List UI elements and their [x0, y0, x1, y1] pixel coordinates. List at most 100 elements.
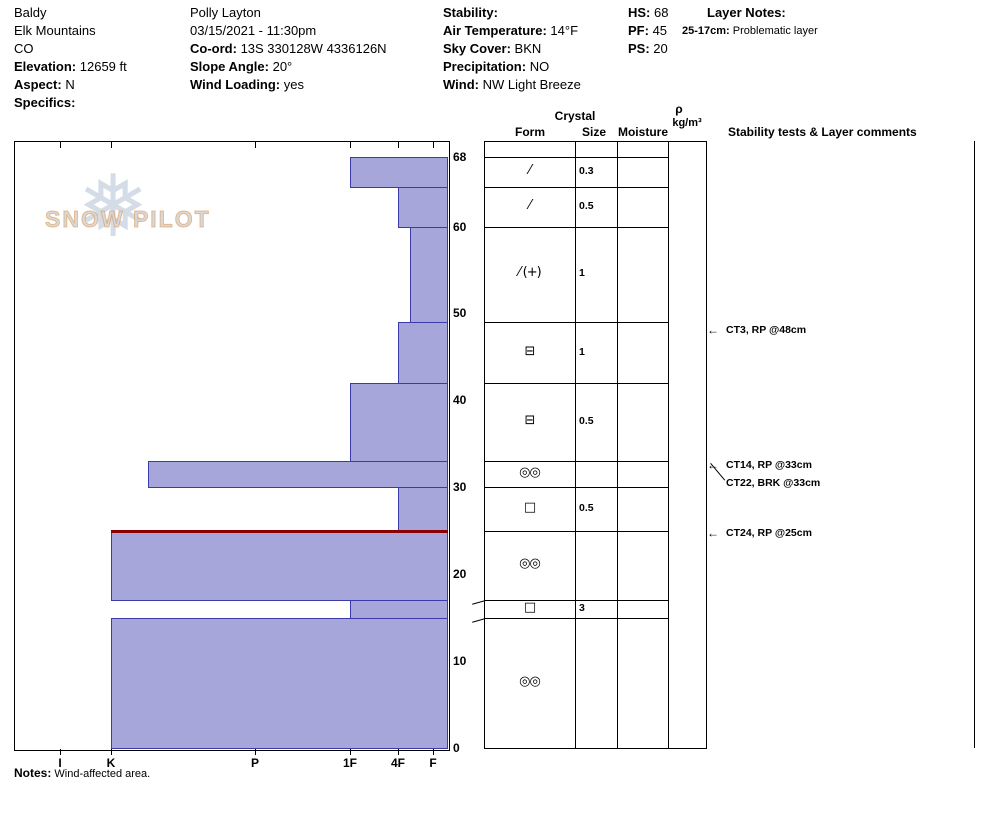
- hs-row: HS: 68: [628, 4, 668, 22]
- stability-test-annotation: CT24, RP @25cm: [726, 526, 812, 539]
- snow-layer-bar: [398, 322, 448, 384]
- crystal-form-symbol: ⁄: [528, 197, 531, 213]
- size-column-header: Size: [581, 125, 606, 139]
- hardness-axis-tick-top: [398, 142, 399, 148]
- elevation-label: Elevation:: [14, 59, 77, 74]
- crystal-table-rowline: [484, 382, 668, 384]
- coord-value: 13S 330128W 4336126N: [240, 41, 387, 56]
- crystal-size-value: 0.5: [579, 199, 594, 212]
- crystal-form-symbol: ◎◎: [519, 556, 541, 572]
- pf-row: PF: 45: [628, 22, 668, 40]
- stability-test-annotation: CT14, RP @33cm: [726, 459, 812, 472]
- layer-notes-label: Layer Notes:: [707, 5, 786, 20]
- crystal-table-vline: [668, 141, 669, 748]
- crystal-table-vline: [706, 141, 707, 748]
- coord-row: Co-ord: 13S 330128W 4336126N: [190, 40, 387, 58]
- snow-layer-bar: [350, 382, 448, 463]
- slope-angle-row: Slope Angle: 20°: [190, 58, 387, 76]
- hs-label: HS:: [628, 5, 651, 20]
- crystal-table-vline: [484, 141, 485, 748]
- mountain-range: Elk Mountains: [14, 23, 96, 38]
- sky-cover-row: Sky Cover: BKN: [443, 40, 581, 58]
- specifics-label: Specifics:: [14, 95, 76, 110]
- elevation-row: Elevation: 12659 ft: [14, 58, 127, 76]
- snow-layer-bar: [111, 617, 448, 749]
- form-column-header: Form: [515, 125, 545, 139]
- hardness-axis-label: 4F: [390, 756, 405, 770]
- stability-row: Stability:: [443, 4, 581, 22]
- crystal-table-rowline: [484, 617, 668, 619]
- snow-layer-bar: [111, 530, 448, 602]
- depth-summary: HS: 68 PF: 45 PS: 20: [628, 4, 668, 58]
- wind-value: NW Light Breeze: [482, 77, 581, 92]
- sky-cover-value: BKN: [514, 41, 542, 56]
- crystal-table-rowline: [484, 461, 668, 463]
- hardness-axis-tick-bottom: [111, 749, 112, 755]
- pit-notes: Notes: Wind-affected area.: [14, 766, 150, 780]
- ps-row: PS: 20: [628, 40, 668, 58]
- layer-note-range: 25-17cm:: [682, 25, 730, 37]
- state: CO: [14, 41, 34, 56]
- ps-value: 20: [653, 41, 668, 56]
- notes-label: Notes:: [14, 766, 52, 780]
- layer-note-row: 25-17cm: Problematic layer: [682, 22, 818, 40]
- wind-loading-row: Wind Loading: yes: [190, 76, 387, 94]
- depth-axis-label: 50: [453, 306, 467, 321]
- air-temp-label: Air Temperature:: [443, 23, 547, 38]
- aspect-row: Aspect: N: [14, 76, 127, 94]
- flagged-layer-line: [111, 529, 448, 533]
- layer-note-text: Problematic layer: [732, 25, 818, 37]
- crystal-size-value: 1: [579, 345, 585, 358]
- crystal-form-symbol: ⁄ (+): [518, 265, 541, 281]
- hardness-axis-tick-bottom: [350, 749, 351, 755]
- snow-layer-bar: [398, 487, 448, 532]
- precip-label: Precipitation:: [443, 59, 527, 74]
- depth-axis-label: 68: [453, 150, 467, 164]
- sky-cover-label: Sky Cover:: [443, 41, 511, 56]
- layer-marker-tick: [472, 617, 485, 623]
- hardness-axis-tick-bottom: [433, 749, 434, 755]
- crystal-table-rowline: [484, 487, 668, 489]
- crystal-table-vline: [617, 141, 618, 748]
- precip-value: NO: [529, 59, 550, 74]
- snow-layer-bar: [350, 600, 448, 619]
- hardness-profile-plot: [14, 141, 450, 751]
- stability-test-annotation: CT22, BRK @33cm: [726, 477, 821, 490]
- pf-value: 45: [652, 23, 668, 38]
- crystal-form-symbol: □: [523, 499, 536, 515]
- slope-angle-value: 20°: [272, 59, 293, 74]
- air-temp-row: Air Temperature: 14°F: [443, 22, 581, 40]
- hardness-axis-label: I: [58, 756, 62, 770]
- ps-label: PS:: [628, 41, 650, 56]
- location-info: Baldy Elk Mountains CO Elevation: 12659 …: [14, 4, 127, 112]
- site-name: Baldy: [14, 5, 47, 20]
- stability-test-annotation: CT3, RP @48cm: [726, 323, 807, 336]
- hardness-axis-label: K: [106, 756, 116, 770]
- crystal-size-value: 0.3: [579, 165, 594, 178]
- wind-loading-label: Wind Loading:: [190, 77, 281, 92]
- density-symbol-header: ρ: [675, 102, 683, 116]
- precip-row: Precipitation: NO: [443, 58, 581, 76]
- crystal-form-symbol: □: [523, 599, 536, 615]
- crystal-table-bottomline: [484, 748, 707, 749]
- depth-axis-label: 20: [453, 567, 467, 582]
- crystal-table-rowline: [484, 600, 668, 602]
- layer-marker-tick: [472, 600, 485, 606]
- moisture-column-header: Moisture: [617, 125, 668, 139]
- hardness-axis-tick-bottom: [398, 749, 399, 755]
- depth-axis-label: 40: [453, 393, 467, 408]
- hardness-axis-tick-top: [433, 142, 434, 148]
- observer-info: Polly Layton 03/15/2021 - 11:30pm Co-ord…: [190, 4, 387, 94]
- pf-label: PF:: [628, 23, 649, 38]
- crystal-table-rowline: [484, 226, 668, 228]
- crystal-size-value: 1: [579, 267, 585, 280]
- depth-axis-label: 10: [453, 654, 467, 669]
- snow-layer-bar: [410, 226, 448, 324]
- comments-column-header: Stability tests & Layer comments: [728, 125, 917, 139]
- comments-column-border: [974, 141, 975, 748]
- wind-loading-value: yes: [283, 77, 304, 92]
- hardness-axis-tick-top: [255, 142, 256, 148]
- layer-notes-title-row: Layer Notes:: [682, 4, 818, 22]
- snow-layer-bar: [148, 461, 448, 489]
